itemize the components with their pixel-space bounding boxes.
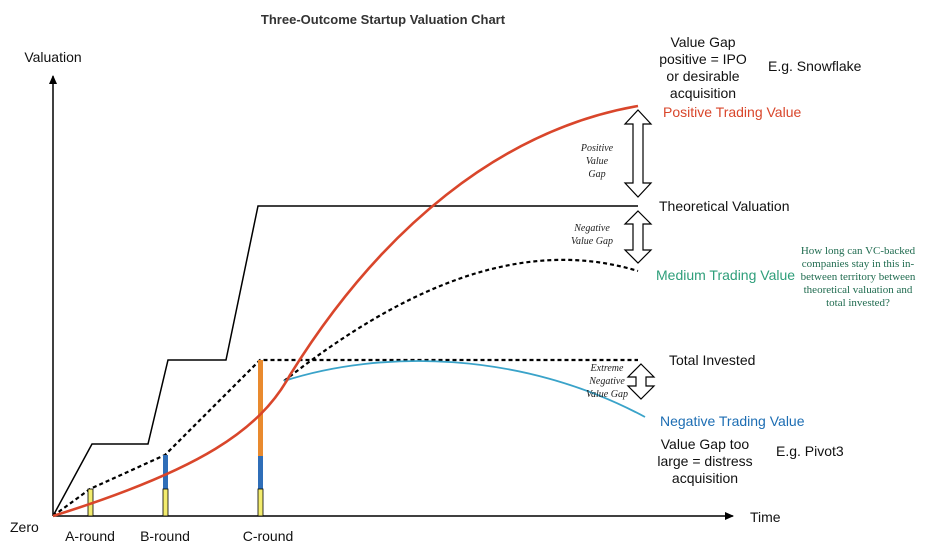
negative-gap-label-1: Negative: [573, 223, 610, 234]
medium-trading-value-curve: [283, 258, 639, 382]
theoretical-valuation-line: [52, 205, 638, 517]
total-invested-line: [52, 358, 638, 517]
total-invested-label: Total Invested: [669, 352, 755, 368]
question-line-4: theoretical valuation and: [804, 284, 913, 296]
c-round-bar: [257, 488, 264, 517]
question-line-1: How long can VC-backed: [801, 245, 916, 257]
round-label-c: C-round: [243, 528, 294, 544]
bottom-note-line-3: acquisition: [672, 470, 738, 486]
extreme-gap-label-2: Negative: [588, 376, 625, 387]
c-round-bar-blue: [258, 456, 263, 489]
positive-gap-label-2: Value: [586, 156, 609, 167]
b-round-bar: [162, 488, 169, 517]
bottom-note-line-2: large = distress: [657, 453, 752, 469]
round-label-a: A-round: [65, 528, 115, 544]
round-label-b: B-round: [140, 528, 190, 544]
question-line-5: total invested?: [826, 297, 890, 309]
negative-trading-value-curve: [283, 360, 646, 418]
top-note-line-4: acquisition: [670, 85, 736, 101]
c-round-bar-orange: [258, 360, 263, 456]
extreme-gap-double-arrow: [626, 363, 656, 400]
top-note-line-3: or desirable: [666, 68, 739, 84]
bottom-example: E.g. Pivot3: [776, 443, 844, 459]
positive-trading-value-curve: [52, 104, 639, 518]
x-axis-label: Time: [750, 509, 781, 525]
question-line-2: companies stay in this in-: [802, 258, 915, 270]
extreme-gap-label-1: Extreme: [590, 363, 625, 374]
positive-trading-value-label: Positive Trading Value: [663, 104, 801, 120]
extreme-gap-label-3: Value Gap: [586, 389, 628, 400]
question-line-3: between territory between: [801, 271, 916, 283]
diagram-title: Three-Outcome Startup Valuation Chart: [261, 12, 506, 27]
negative-trading-value-label: Negative Trading Value: [660, 413, 805, 429]
negative-gap-double-arrow: [623, 210, 653, 264]
positive-gap-label-1: Positive: [580, 143, 614, 154]
medium-trading-value-label: Medium Trading Value: [656, 267, 795, 283]
top-example: E.g. Snowflake: [768, 58, 862, 74]
b-round-bar-blue: [163, 455, 168, 489]
theoretical-valuation-label: Theoretical Valuation: [659, 198, 789, 214]
top-note-line-1: Value Gap: [670, 34, 735, 50]
positive-gap-double-arrow: [623, 109, 653, 198]
top-note-line-2: positive = IPO: [659, 51, 747, 67]
y-axis-label: Valuation: [24, 49, 81, 65]
positive-gap-label-3: Gap: [588, 169, 605, 180]
negative-gap-label-2: Value Gap: [571, 236, 613, 247]
bottom-note-line-1: Value Gap too: [661, 436, 750, 452]
origin-label: Zero: [10, 519, 39, 535]
